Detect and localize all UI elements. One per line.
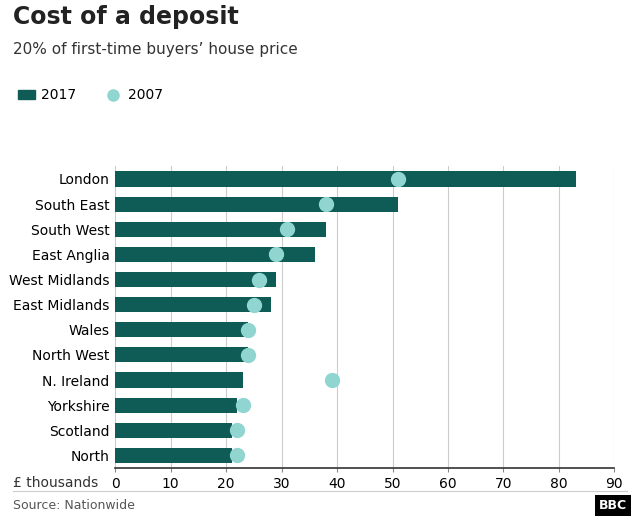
Text: £ thousands: £ thousands — [13, 476, 98, 490]
Bar — [115, 372, 243, 387]
Point — [271, 250, 281, 258]
Point — [232, 451, 243, 460]
Point — [254, 276, 264, 284]
Bar — [115, 197, 398, 212]
Point — [249, 301, 259, 309]
Bar — [115, 423, 232, 438]
Bar — [115, 322, 248, 337]
Bar — [115, 222, 326, 237]
Text: Cost of a deposit: Cost of a deposit — [13, 5, 239, 29]
Text: Source: Nationwide: Source: Nationwide — [13, 499, 134, 512]
Text: BBC: BBC — [599, 499, 627, 512]
Point — [326, 376, 337, 384]
Bar — [115, 347, 248, 362]
Point — [393, 175, 403, 183]
Bar — [115, 448, 232, 463]
Bar — [115, 398, 237, 413]
Point — [243, 351, 253, 359]
Bar — [115, 297, 271, 312]
Bar — [115, 272, 276, 287]
Bar — [115, 247, 315, 262]
Point — [282, 225, 292, 233]
Legend: 2017, 2007: 2017, 2007 — [12, 83, 168, 108]
Bar — [115, 172, 575, 187]
Point — [243, 326, 253, 334]
Point — [232, 426, 243, 435]
Point — [321, 200, 331, 208]
Point — [237, 401, 248, 409]
Text: 20% of first-time buyers’ house price: 20% of first-time buyers’ house price — [13, 42, 298, 57]
